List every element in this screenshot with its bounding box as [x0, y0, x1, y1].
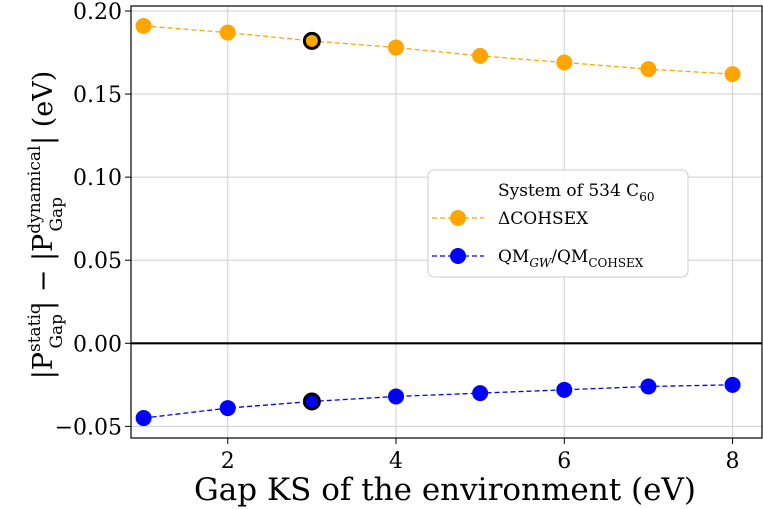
legend-qm-b-sub: COHSEX	[588, 256, 643, 270]
x-tick-label: 2	[221, 449, 235, 474]
data-point	[556, 381, 573, 398]
legend-marker-cohsex	[450, 210, 466, 226]
y-tick-label: 0.10	[73, 166, 122, 191]
y-tick-label: 0.20	[73, 0, 122, 25]
ylabel-sub1: Gap	[47, 314, 67, 349]
ylabel-sub2: Gap	[47, 197, 67, 232]
legend: System of 534 C60 ΔCOHSEX QMGW/QMCOHSEX	[427, 169, 689, 278]
y-tick-label: 0.15	[73, 83, 122, 108]
ylabel-middle: | − |P	[28, 234, 59, 310]
y-tick-label: 0.00	[73, 332, 122, 357]
x-tick-label: 4	[389, 449, 403, 474]
data-point	[640, 61, 657, 78]
data-point	[472, 47, 489, 64]
data-point	[472, 385, 489, 402]
highlighted-point	[302, 31, 321, 50]
series-group	[135, 17, 741, 427]
legend-title-sub: 60	[639, 190, 654, 204]
legend-title: System of 534 C60	[498, 181, 654, 204]
legend-qm-a-sub: GW	[529, 256, 553, 270]
ylabel-prefix: |P	[28, 352, 59, 379]
ylabel-suffix: | (eV)	[28, 71, 59, 145]
data-point	[724, 376, 741, 393]
x-tick-label: 6	[557, 449, 571, 474]
data-point	[219, 400, 236, 417]
data-point	[640, 378, 657, 395]
legend-label-qm: QMGW/QMCOHSEX	[498, 247, 644, 270]
data-point	[556, 54, 573, 71]
highlighted-point	[302, 392, 321, 411]
ylabel-sup2: dynamical	[25, 146, 45, 234]
ticks-group: 2 4 6 8 −0.05 0.00 0.05 0.10 0.15 0.20	[55, 0, 740, 474]
legend-qm-sep: /QM	[551, 247, 588, 267]
ylabel-sup1: static	[25, 305, 45, 352]
legend-title-main: System of 534 C	[498, 181, 639, 201]
legend-box	[427, 169, 689, 278]
y-tick-label: −0.05	[55, 415, 122, 440]
x-axis-label: Gap KS of the environment (eV)	[194, 472, 696, 508]
series-line-0	[143, 25, 733, 75]
y-tick-label: 0.05	[73, 249, 122, 274]
series-line-1	[143, 384, 733, 419]
data-point	[388, 388, 405, 405]
legend-qm-a: QM	[498, 247, 529, 267]
data-point	[724, 66, 741, 83]
plot-frame	[130, 5, 763, 439]
data-point	[388, 39, 405, 56]
x-tick-label: 8	[726, 449, 740, 474]
data-point	[135, 410, 152, 427]
data-point	[219, 24, 236, 41]
data-point	[135, 17, 152, 34]
legend-label-cohsex: ΔCOHSEX	[498, 209, 589, 229]
legend-marker-qm	[450, 248, 466, 264]
y-axis-label: |Pstatic Gap| − |Pdynamical Gap| (eV)	[25, 71, 67, 380]
